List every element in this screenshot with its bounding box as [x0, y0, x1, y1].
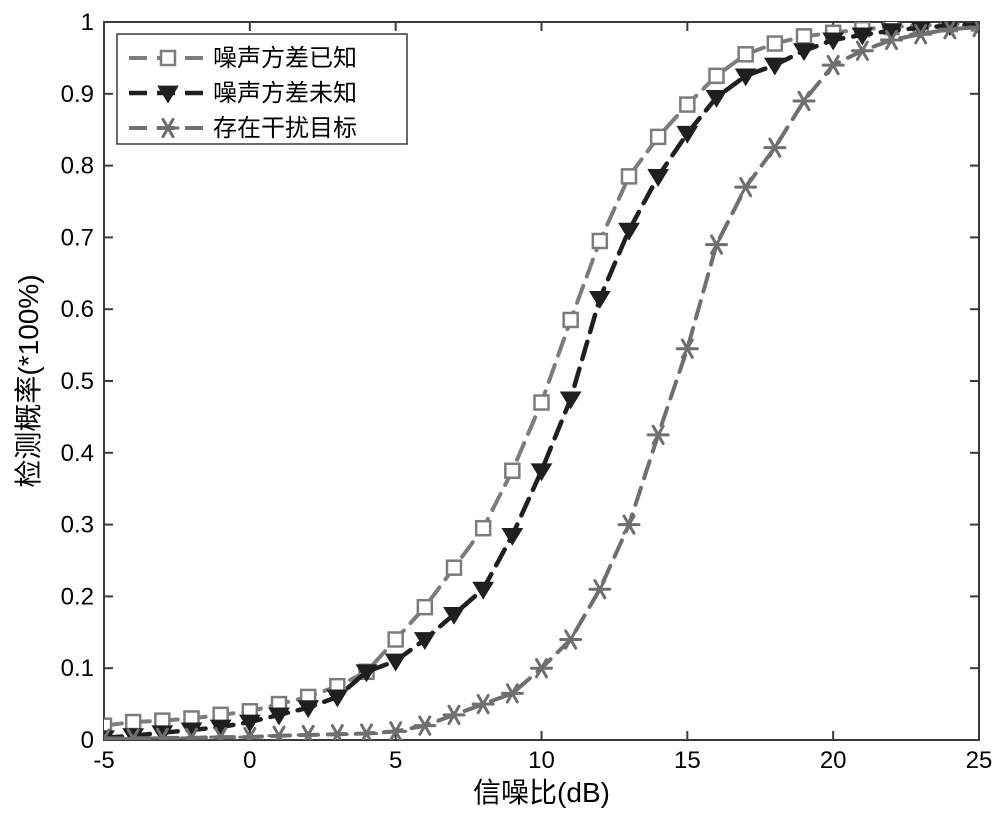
x-axis-label: 信噪比(dB) — [473, 777, 610, 808]
x-tick-label: 20 — [820, 747, 847, 774]
y-tick-label: 0.6 — [61, 296, 94, 323]
y-tick-label: 0.9 — [61, 81, 94, 108]
x-tick-label: 0 — [243, 747, 256, 774]
x-tick-label: -5 — [93, 747, 114, 774]
x-tick-label: 5 — [389, 747, 402, 774]
x-tick-label: 25 — [966, 747, 993, 774]
y-tick-label: 0.1 — [61, 655, 94, 682]
legend: 噪声方差已知噪声方差未知存在干扰目标 — [117, 34, 407, 144]
y-tick-label: 1 — [81, 9, 94, 36]
y-tick-label: 0.7 — [61, 224, 94, 251]
x-tick-label: 15 — [674, 747, 701, 774]
legend-label: 噪声方差已知 — [213, 45, 357, 72]
y-axis-label: 检测概率(*100%) — [13, 274, 44, 487]
y-tick-label: 0.3 — [61, 512, 94, 539]
legend-label: 存在干扰目标 — [213, 115, 357, 142]
y-tick-label: 0.5 — [61, 368, 94, 395]
legend-label: 噪声方差未知 — [213, 80, 357, 107]
y-tick-label: 0.2 — [61, 583, 94, 610]
y-tick-label: 0 — [81, 727, 94, 754]
x-tick-label: 10 — [528, 747, 555, 774]
y-tick-label: 0.4 — [61, 440, 94, 467]
y-tick-label: 0.8 — [61, 153, 94, 180]
